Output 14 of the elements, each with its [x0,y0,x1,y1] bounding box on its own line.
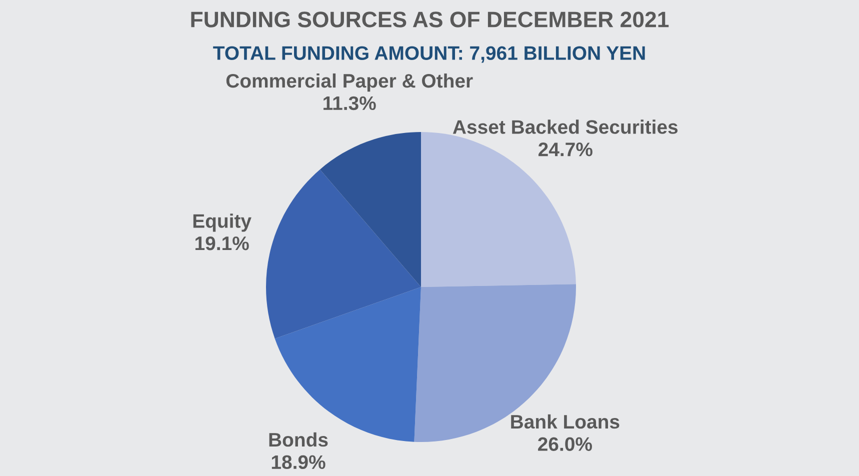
chart-subtitle: TOTAL FUNDING AMOUNT: 7,961 BILLION YEN [213,46,645,63]
data-label: 24.7% [538,142,592,156]
slice-label: Asset Backed Securities [452,120,678,134]
data-label: 26.0% [538,437,592,451]
data-label: 18.9% [272,455,326,470]
pie-slice [266,169,421,339]
pie-slice [320,132,421,287]
chart-title: FUNDING SOURCES AS OF DECEMBER 2021 [191,12,669,28]
slice-label: Commercial Paper & Other [226,73,473,92]
slice-label: Bonds [269,432,328,447]
data-label: 19.1% [195,236,249,250]
slice-label: Equity [193,214,252,232]
data-label: 11.3% [324,96,376,110]
slice-label: Bank Loans [511,414,620,429]
